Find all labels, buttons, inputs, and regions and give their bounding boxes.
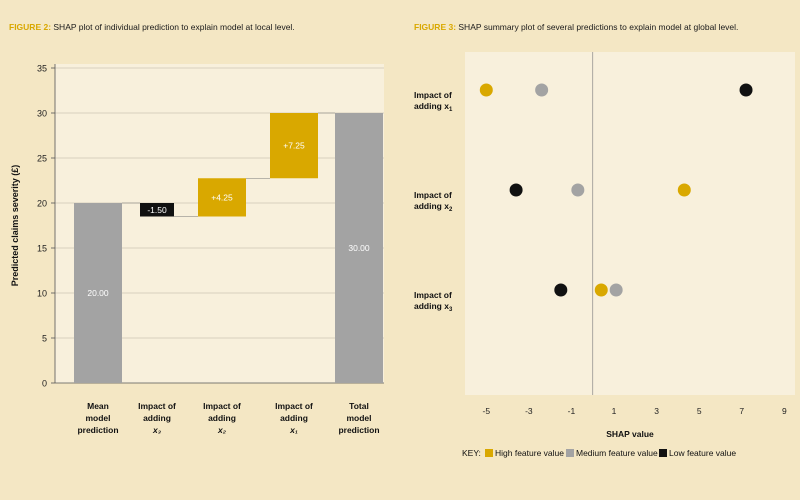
figure3-title: FIGURE 3: SHAP summary plot of several p… [414,22,738,32]
shap-point [609,283,623,297]
figure2-title: FIGURE 2: SHAP plot of individual predic… [9,22,295,32]
x-category-label: model [85,413,110,423]
x-axis-label: SHAP value [606,429,654,439]
shap-point [554,283,568,297]
waterfall-bar [198,178,246,217]
x-category-label: x₃ [152,425,161,435]
x-tick-label: 9 [782,406,787,416]
legend-swatch [659,449,667,457]
row-label-subscript: 2 [449,207,453,213]
row-label-line1: Impact of [414,90,452,100]
row-label-subscript: 3 [449,307,453,313]
shap-point [509,183,523,197]
y-tick-label: 5 [42,334,47,344]
row-label-line1: Impact of [414,190,452,200]
x-category-label: x₁ [289,425,298,435]
y-tick-label: 0 [42,379,47,389]
figure3-number: FIGURE 3: [414,22,457,32]
row-label-line2: adding x2 [414,201,453,213]
figure2-number: FIGURE 2: [9,22,52,32]
bar-value-label: 20.00 [87,288,109,298]
shap-point [535,83,549,97]
legend-swatch [566,449,574,457]
x-category-label: prediction [338,425,379,435]
x-category-label: Total [349,401,369,411]
waterfall-bar [270,113,318,179]
waterfall-bar [335,113,383,383]
bar-value-label: +4.25 [211,192,233,202]
x-category-label: Impact of [275,401,313,411]
shap-point [571,183,585,197]
shap-point [594,283,608,297]
x-category-label: prediction [77,425,118,435]
plot-area [465,52,795,395]
x-tick-label: -5 [483,406,491,416]
legend-label: Medium feature value [576,448,658,458]
x-tick-label: -1 [568,406,576,416]
x-tick-label: 3 [654,406,659,416]
y-tick-label: 10 [37,289,47,299]
figure3-caption: SHAP summary plot of several predictions… [456,22,739,32]
x-category-label: Impact of [203,401,241,411]
x-category-label: model [346,413,371,423]
legend-prefix: KEY: [462,448,481,458]
x-category-label: x₂ [217,425,227,435]
x-category-label: Impact of [138,401,176,411]
figure2-panel: FIGURE 2: SHAP plot of individual predic… [9,22,384,435]
waterfall-bar [140,203,174,217]
x-tick-label: 1 [612,406,617,416]
row-label-subscript: 1 [449,107,453,113]
x-tick-label: 7 [739,406,744,416]
y-tick-label: 35 [37,64,47,74]
x-category-label: Mean [87,401,109,411]
legend-label: Low feature value [669,448,736,458]
x-tick-label: -3 [525,406,533,416]
shap-point [677,183,691,197]
row-label-line1: Impact of [414,290,452,300]
legend-label: High feature value [495,448,564,458]
figure3-panel: FIGURE 3: SHAP summary plot of several p… [400,0,800,500]
bar-value-label: -1.50 [147,205,167,215]
row-label-line2: adding x3 [414,301,453,313]
y-tick-label: 20 [37,199,47,209]
y-tick-label: 25 [37,154,47,164]
y-tick-label: 30 [37,109,47,119]
waterfall-bar [74,203,122,383]
x-category-label: adding [280,413,308,423]
x-tick-label: 5 [697,406,702,416]
y-tick-label: 15 [37,244,47,254]
x-category-label: adding [143,413,171,423]
legend-swatch [485,449,493,457]
y-axis-label: Predicted claims severity (£) [10,165,20,287]
x-category-label: adding [208,413,236,423]
shap-point [739,83,753,97]
shap-point [479,83,493,97]
row-label-line2: adding x1 [414,101,453,113]
bar-value-label: 30.00 [348,243,370,253]
figure2-caption: SHAP plot of individual prediction to ex… [51,22,295,32]
waterfall-chart: 0 5 10 15 20 25 30 35 Predicted claims severity … [10,64,384,435]
bar-value-label: +7.25 [283,141,305,151]
